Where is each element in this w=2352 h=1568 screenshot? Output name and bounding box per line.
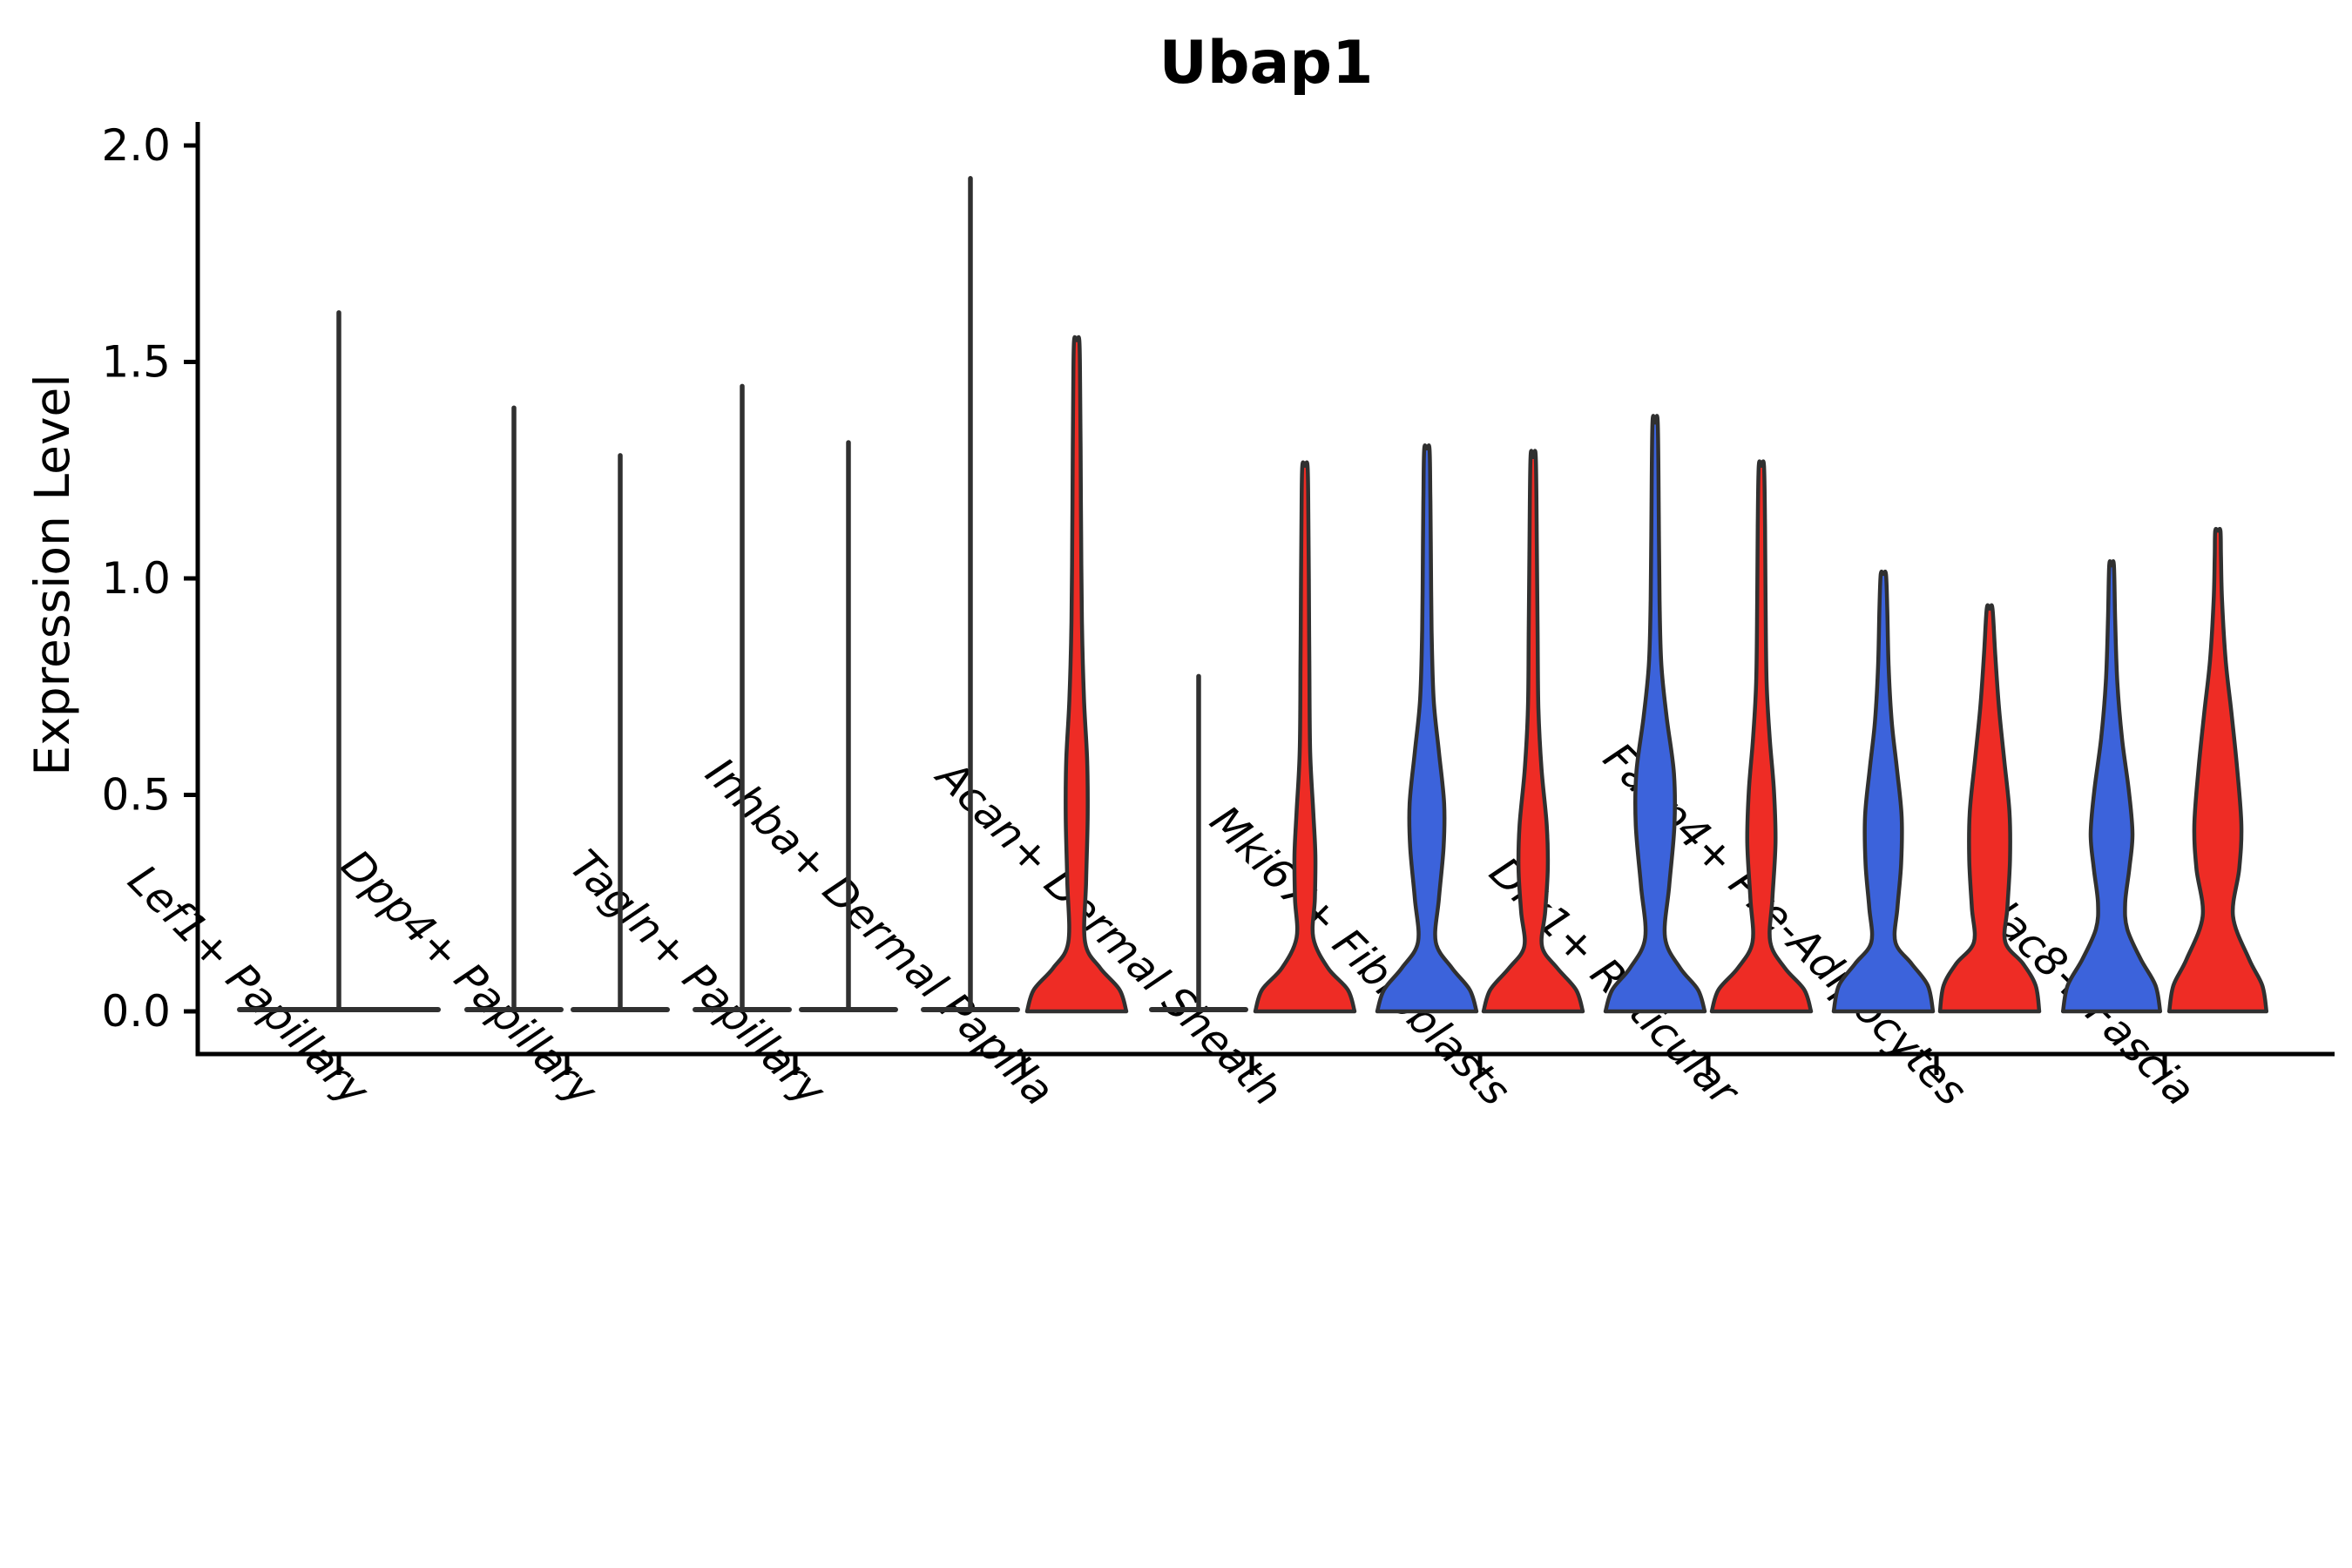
- violin-red: [2166, 526, 2269, 1014]
- violin-red: [1937, 603, 2042, 1014]
- violin-red: [1024, 335, 1129, 1014]
- violin-blue: [1831, 569, 1936, 1014]
- y-tick-label: 0.0: [101, 986, 171, 1037]
- y-tick-label: 0.5: [101, 770, 171, 821]
- chart-title: Ubap1: [1159, 29, 1374, 98]
- y-tick-label: 2.0: [101, 120, 171, 171]
- y-tick-label: 1.0: [101, 553, 171, 604]
- violin-blue: [2060, 559, 2163, 1014]
- violin-blue: [1603, 414, 1707, 1014]
- violin-red: [1709, 459, 1814, 1014]
- y-tick-label: 1.5: [101, 337, 171, 388]
- violin-red: [1481, 449, 1585, 1014]
- x-tick-label: Tagln+ Papillary: [560, 841, 835, 1116]
- violin-red: [1253, 460, 1357, 1014]
- violin-blue: [1375, 443, 1479, 1014]
- y-axis-label: Expression Level: [24, 374, 80, 776]
